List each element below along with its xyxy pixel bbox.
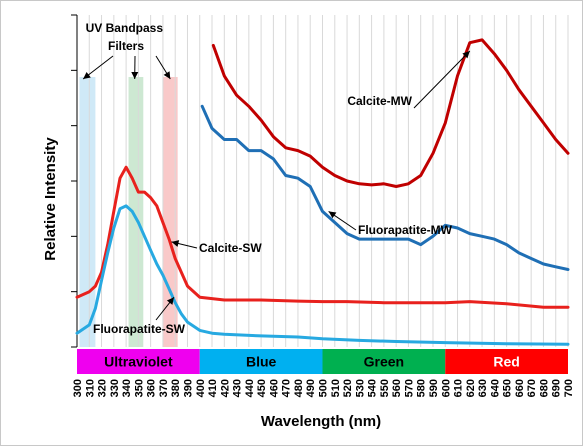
x-tick-label-500: 500	[318, 379, 330, 397]
x-tick-label-530: 530	[354, 379, 366, 397]
annotation-arrow-calcite-mw	[414, 51, 470, 108]
x-tick-label-380: 380	[170, 379, 182, 397]
x-tick-label-700: 700	[563, 379, 575, 397]
x-tick-label-630: 630	[477, 379, 489, 397]
x-tick-label-480: 480	[293, 379, 305, 397]
x-tick-label-580: 580	[416, 379, 428, 397]
x-tick-label-550: 550	[379, 379, 391, 397]
x-tick-label-420: 420	[219, 379, 231, 397]
annotation-label-fluorapatite-mw: Fluorapatite-MW	[358, 223, 453, 237]
x-tick-label-310: 310	[84, 379, 96, 397]
x-tick-label-450: 450	[256, 379, 268, 397]
x-tick-label-320: 320	[97, 379, 109, 397]
color-band-bar: Ultraviolet Blue Green Red	[77, 349, 568, 374]
color-band-label-blue: Blue	[246, 354, 277, 370]
x-tick-label-300: 300	[72, 379, 84, 397]
color-band-label-ultraviolet: Ultraviolet	[104, 354, 173, 370]
x-tick-label-660: 660	[514, 379, 526, 397]
x-tick-label-490: 490	[305, 379, 317, 397]
x-tick-label-540: 540	[367, 379, 379, 397]
x-tick-label-670: 670	[526, 379, 538, 397]
x-tick-label-650: 650	[502, 379, 514, 397]
y-axis-title: Relative Intensity	[42, 137, 59, 261]
annotation-label-fluorapatite-sw: Fluorapatite-SW	[93, 322, 186, 336]
x-tick-label-460: 460	[268, 379, 280, 397]
annotation-label-calcite-mw: Calcite-MW	[347, 94, 412, 108]
x-tick-label-390: 390	[183, 379, 195, 397]
x-tick-label-600: 600	[440, 379, 452, 397]
x-tick-label-340: 340	[121, 379, 133, 397]
x-tick-label-610: 610	[453, 379, 465, 397]
x-tick-label-350: 350	[133, 379, 145, 397]
x-tick-label-410: 410	[207, 379, 219, 397]
x-tick-label-560: 560	[391, 379, 403, 397]
x-tick-label-520: 520	[342, 379, 354, 397]
filters-label-line2: Filters	[108, 39, 144, 53]
series-line-calcite-mw	[213, 40, 568, 187]
x-tick-label-370: 370	[158, 379, 170, 397]
x-axis-title: Wavelength (nm)	[261, 413, 381, 430]
x-tick-label-640: 640	[489, 379, 501, 397]
x-tick-label-570: 570	[403, 379, 415, 397]
grid-lines	[77, 15, 568, 347]
x-tick-label-440: 440	[244, 379, 256, 397]
x-tick-label-620: 620	[465, 379, 477, 397]
x-tick-label-470: 470	[281, 379, 293, 397]
filters-label-line1: UV Bandpass	[86, 21, 164, 35]
x-tick-label-360: 360	[146, 379, 158, 397]
color-band-label-red: Red	[493, 354, 519, 370]
x-tick-label-590: 590	[428, 379, 440, 397]
uv-filter-band-1	[79, 77, 95, 347]
x-tick-label-690: 690	[551, 379, 563, 397]
x-tick-label-680: 680	[539, 379, 551, 397]
x-tick-label-400: 400	[195, 379, 207, 397]
x-tick-label-510: 510	[330, 379, 342, 397]
annotation-label-calcite-sw: Calcite-SW	[199, 241, 262, 255]
x-tick-label-430: 430	[232, 379, 244, 397]
color-band-label-green: Green	[364, 354, 404, 370]
x-tick-label-330: 330	[109, 379, 121, 397]
